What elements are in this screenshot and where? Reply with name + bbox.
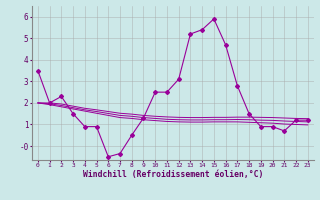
X-axis label: Windchill (Refroidissement éolien,°C): Windchill (Refroidissement éolien,°C): [83, 170, 263, 179]
